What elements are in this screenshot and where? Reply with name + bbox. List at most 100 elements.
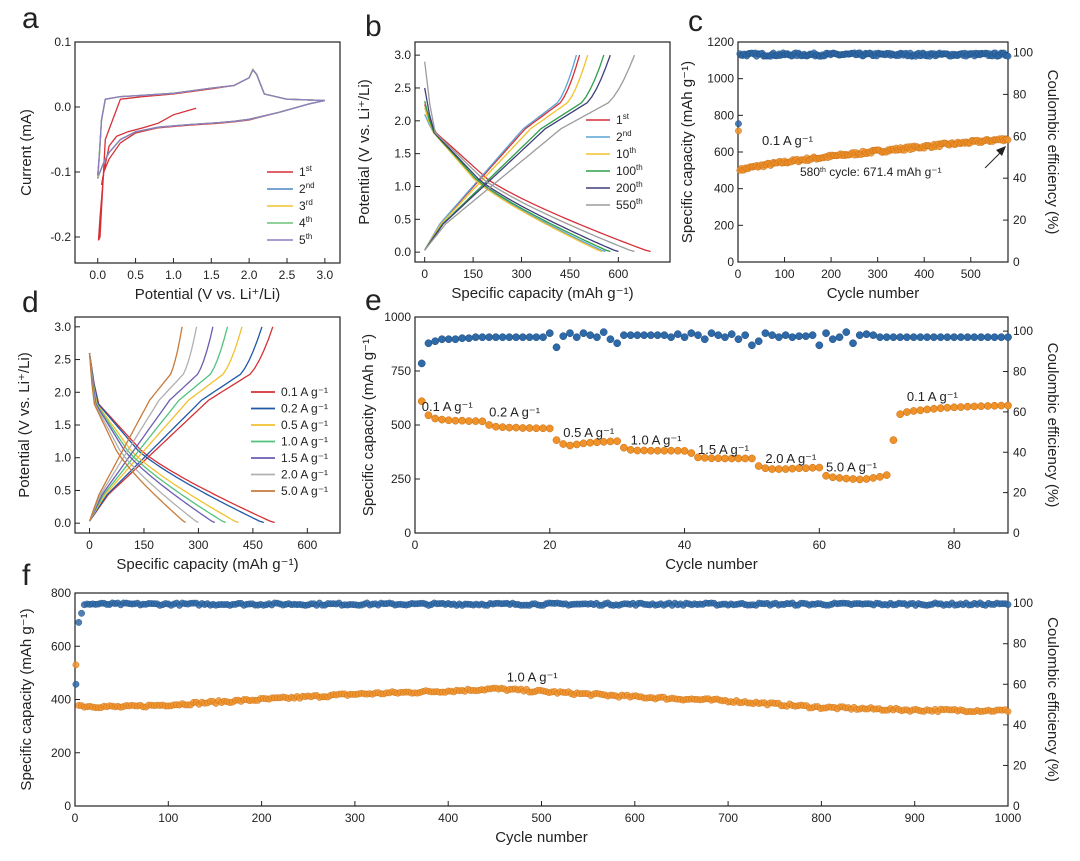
legend-label: 1st — [299, 164, 313, 179]
ce-point — [525, 333, 534, 342]
ce-point — [680, 333, 689, 342]
ce-point — [485, 333, 493, 342]
panel-a: 0.0 0.5 1.0 1.5 2.0 2.5 3.0 -0.2 -0.1 0.0 0.1 Poten… — [18, 35, 341, 303]
capacity-point — [458, 416, 467, 425]
capacity-point — [990, 401, 999, 410]
x-tick-label: 1000 — [995, 811, 1022, 825]
x-tick-label: 500 — [531, 811, 551, 825]
x-tick-label: 80 — [947, 538, 961, 552]
y-tick-label: 1000 — [707, 72, 734, 86]
capacity-point — [525, 424, 534, 432]
capacity-point — [997, 401, 1006, 410]
ce-point — [673, 330, 682, 339]
ce-point — [822, 329, 830, 337]
ce-point — [572, 333, 581, 342]
capacity-point — [586, 438, 595, 447]
charge-curve — [88, 326, 263, 522]
capacity-point — [849, 475, 857, 483]
y2-tick-label: 100 — [1013, 45, 1033, 59]
discharge-curve — [88, 352, 199, 524]
x-tick-label: 600 — [608, 267, 628, 281]
ce-point — [916, 333, 925, 342]
ce-point — [734, 335, 743, 344]
capacity-point — [815, 463, 824, 472]
x-tick-label: 400 — [438, 811, 458, 825]
capacity-point — [869, 474, 878, 482]
y-axis-label: Current (mA) — [18, 109, 35, 196]
y2-axis-label: Coulombic efficiency (%) — [1044, 70, 1061, 235]
capacity-point — [788, 464, 797, 473]
capacity-point — [424, 411, 433, 420]
capacity-point — [970, 402, 979, 411]
x-tick-label: 1.5 — [203, 268, 220, 282]
capacity-point — [532, 424, 541, 433]
y-tick-label: 200 — [714, 218, 734, 232]
x-tick-label: 0 — [412, 538, 419, 552]
y2-tick-label: 100 — [1013, 324, 1033, 338]
panel-b: 0 150 300 450 600 0.0 0.5 1.0 1.5 2.0 2.5 3.0 Specif… — [356, 41, 671, 302]
rate-annotation: 2.0 A g⁻¹ — [765, 451, 817, 466]
capacity-point — [828, 473, 837, 482]
ce-point — [970, 333, 979, 342]
charge-curve — [88, 326, 183, 522]
x-tick-label: 900 — [905, 811, 925, 825]
x-tick-label: 150 — [134, 538, 154, 552]
rate-annotation: 1.0 A g⁻¹ — [631, 432, 683, 447]
ce-point — [849, 339, 857, 348]
x-tick-label: 150 — [463, 267, 483, 281]
capacity-point — [471, 417, 480, 425]
x-tick-label: 600 — [625, 811, 645, 825]
y2-tick-label: 0 — [1013, 526, 1020, 540]
capacity-point — [842, 474, 851, 483]
capacity-point — [465, 417, 473, 425]
y2-tick-label: 60 — [1013, 405, 1027, 419]
ce-point — [956, 333, 965, 342]
ce-point — [1004, 52, 1012, 60]
discharge-curve-550 — [424, 61, 635, 253]
rate-annotation: 0.5 A g⁻¹ — [563, 425, 615, 440]
y-tick-label: 750 — [391, 364, 411, 378]
ce-point — [714, 331, 723, 340]
y-tick-label: 0.5 — [54, 483, 71, 497]
capacity-point — [572, 440, 581, 449]
x-tick-label: 300 — [188, 538, 208, 552]
ce-point — [990, 333, 999, 342]
capacity-point — [687, 449, 696, 457]
x-tick-label: 800 — [811, 811, 831, 825]
x-axis-label: Potential (V vs. Li⁺/Li) — [135, 286, 280, 303]
capacity-point — [748, 454, 756, 463]
legend-label: 100th — [616, 163, 643, 178]
ce-point — [761, 329, 770, 337]
ce-point — [842, 328, 851, 336]
discharge-curve-200 — [424, 87, 619, 253]
ce-point — [478, 333, 487, 342]
y2-tick-label: 60 — [1013, 129, 1027, 143]
annotation-arrowhead — [996, 146, 1006, 156]
capacity-point — [417, 397, 426, 406]
ce-point — [72, 680, 80, 688]
capacity-point — [492, 422, 500, 431]
legend-label: 2.0 A g⁻¹ — [281, 468, 328, 482]
y-tick-label: -0.2 — [50, 230, 71, 244]
capacity-point — [862, 475, 871, 483]
y2-tick-label: 20 — [1013, 486, 1027, 500]
y-axis-label: Specific capacity (mAh g⁻¹) — [18, 608, 35, 790]
ce-point — [788, 333, 797, 342]
ce-point — [768, 331, 776, 340]
charge-curve-100 — [424, 54, 605, 251]
y-tick-label: 2.0 — [54, 385, 71, 399]
y2-tick-label: 80 — [1013, 87, 1027, 101]
charge-curve-2 — [424, 54, 578, 251]
capacity-point — [983, 402, 992, 410]
capacity-point — [680, 447, 689, 455]
ce-point — [835, 333, 844, 342]
panel-f: 0 100 200 300 400 500 600 700 800 900 100002004006… — [18, 586, 1061, 846]
y2-tick-label: 80 — [1013, 365, 1027, 379]
capacity-point — [498, 423, 507, 432]
capacity-point — [876, 472, 884, 481]
ce-point — [438, 335, 446, 344]
y-tick-label: 0.0 — [54, 516, 71, 530]
ce-point — [471, 333, 480, 342]
charge-curve — [88, 326, 214, 522]
ce-point — [828, 335, 837, 344]
